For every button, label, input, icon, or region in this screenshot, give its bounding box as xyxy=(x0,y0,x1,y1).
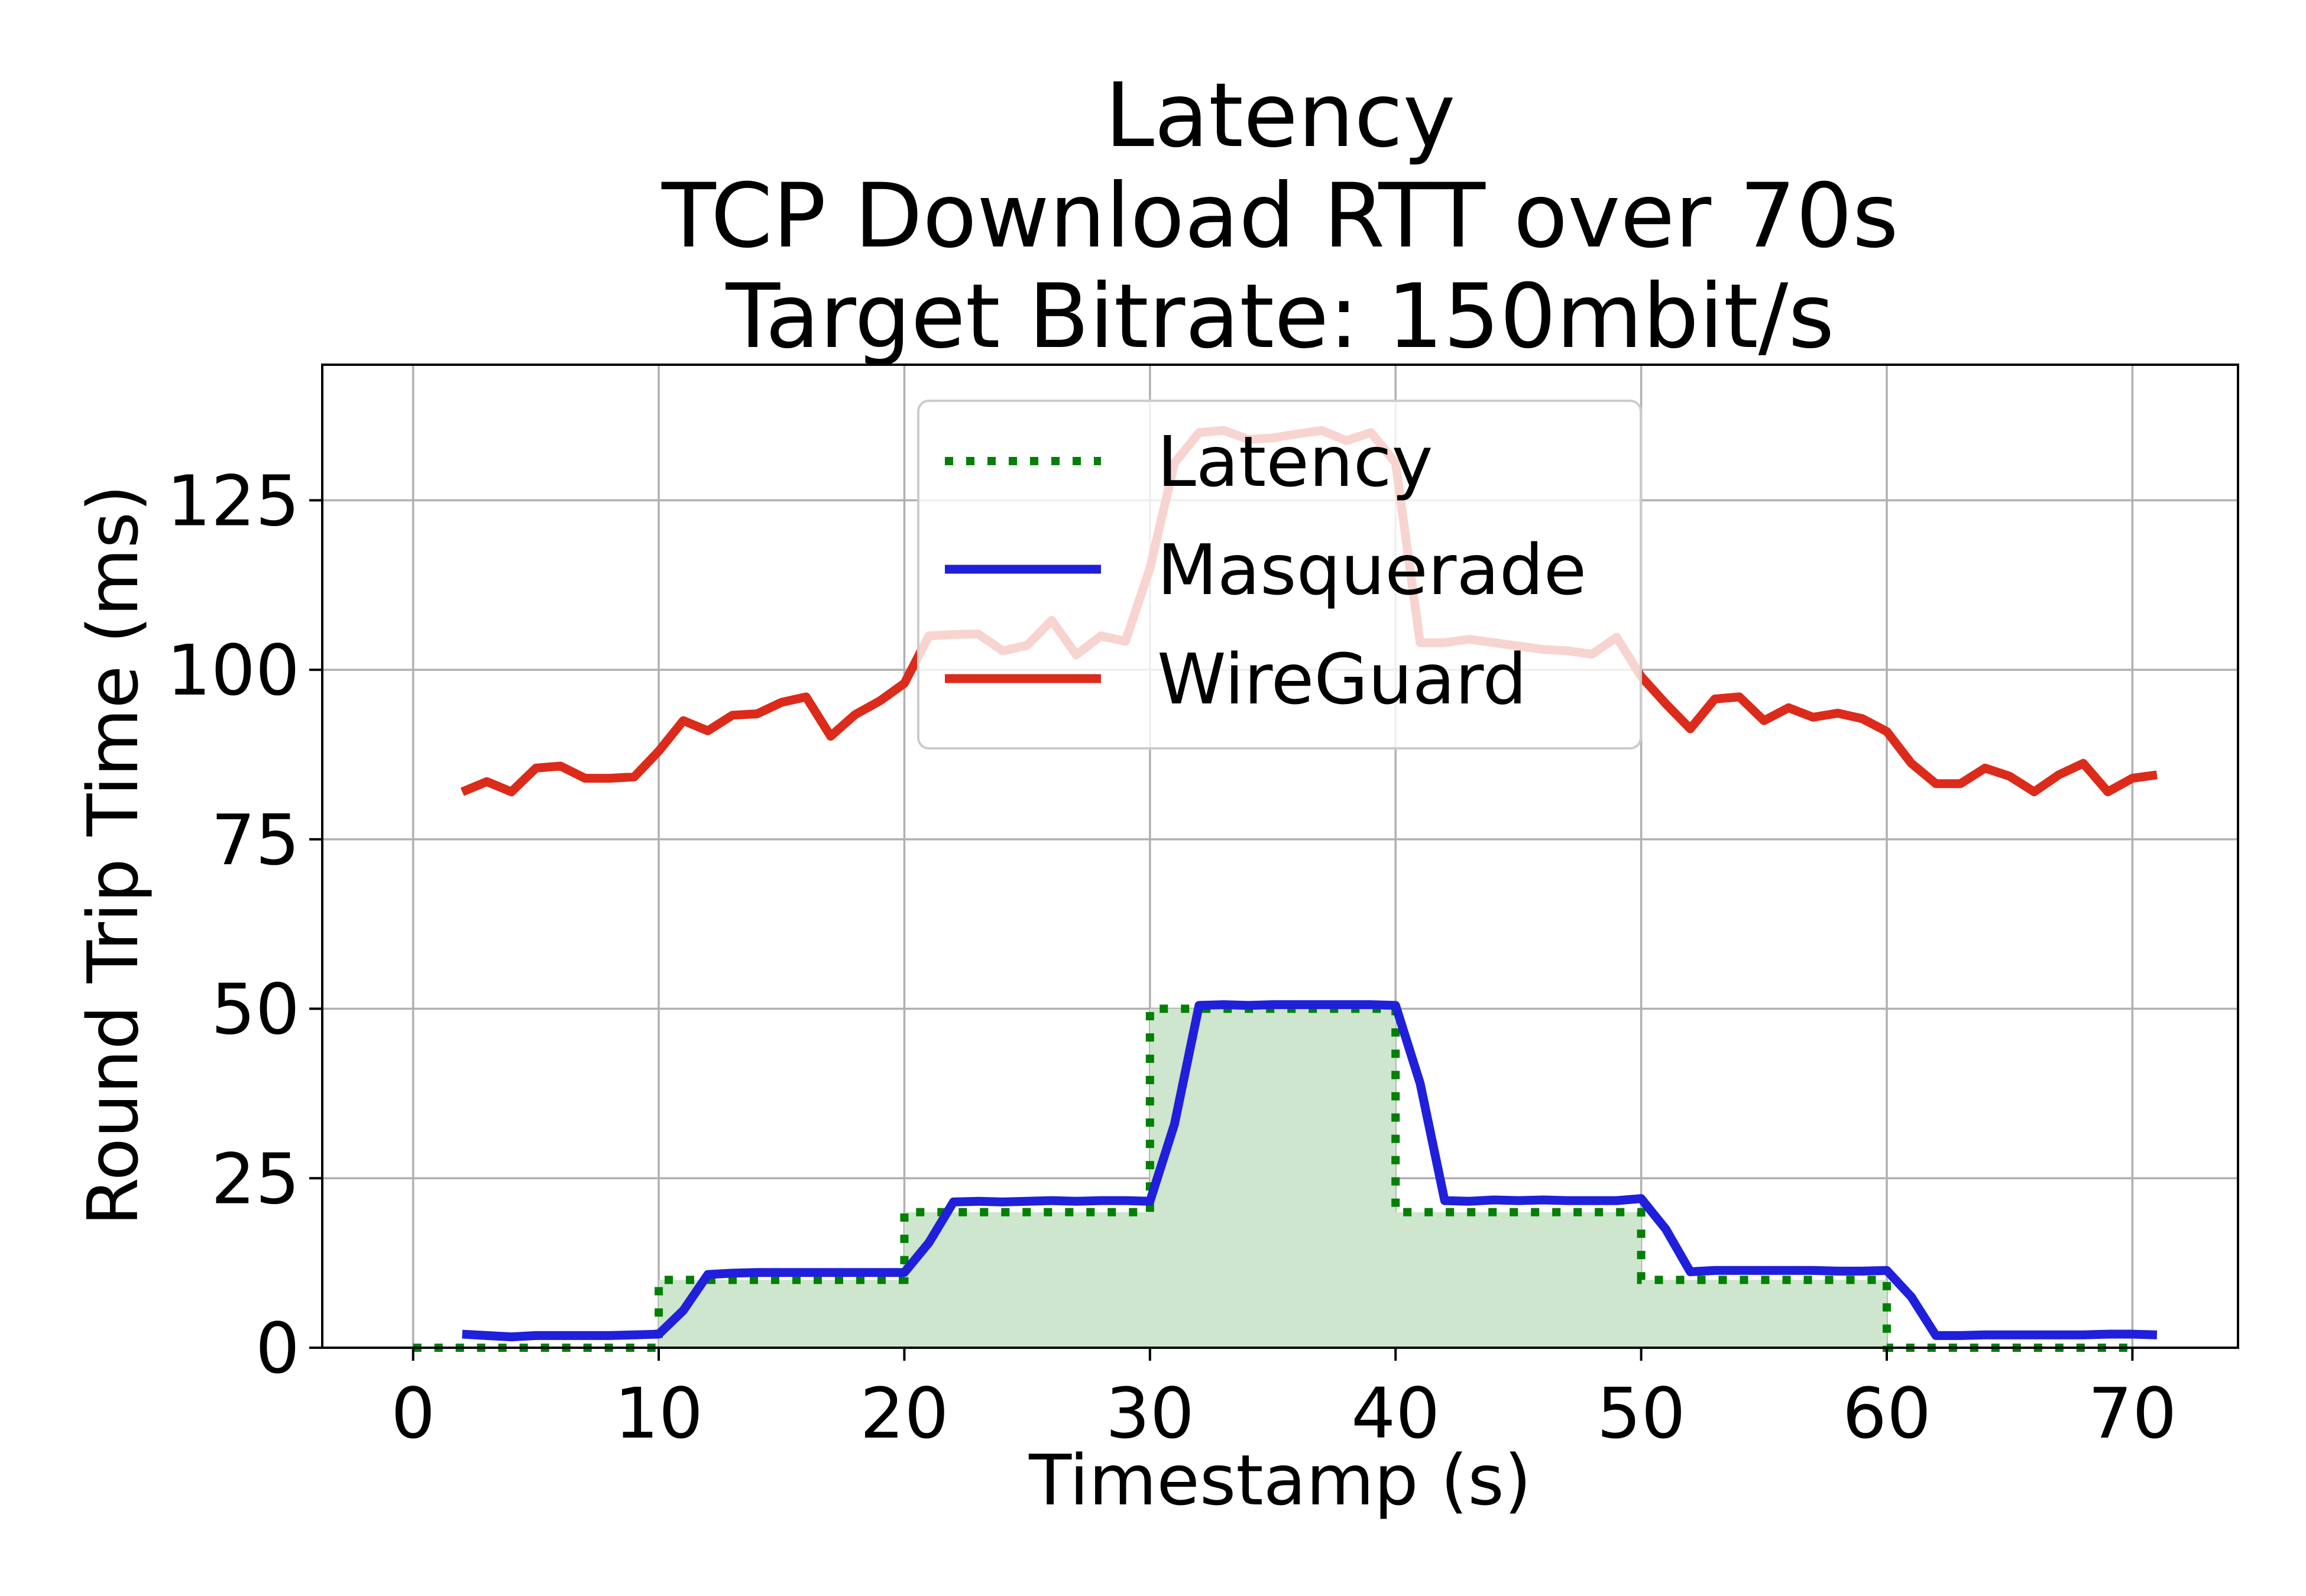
x-tick-label: 60 xyxy=(1842,1373,1931,1454)
x-tick-label: 30 xyxy=(1106,1373,1194,1454)
y-tick-label: 125 xyxy=(167,460,300,541)
chart-title: Latency TCP Download RTT over 70s Target… xyxy=(661,64,1899,368)
chart-title-line-1: Latency xyxy=(1105,64,1456,167)
legend: Latency Masquerade WireGuard xyxy=(917,400,1642,750)
plot-frame xyxy=(321,364,2239,1349)
x-tick-label: 40 xyxy=(1351,1373,1440,1454)
x-tick-label: 10 xyxy=(614,1373,703,1454)
y-tick-label: 25 xyxy=(211,1138,300,1219)
x-tick-label: 0 xyxy=(391,1373,435,1454)
masquerade-line xyxy=(462,1000,2158,1342)
y-tick-label: 75 xyxy=(211,799,300,881)
latency-fill-area xyxy=(413,1008,2133,1348)
chart-title-line-3: Target Bitrate: 150mbit/s xyxy=(726,265,1835,368)
x-tick-label: 20 xyxy=(860,1373,948,1454)
y-tick-label: 0 xyxy=(255,1308,300,1389)
y-tick-label: 100 xyxy=(167,630,300,711)
x-tick-label: 70 xyxy=(2088,1373,2177,1454)
axis-ticks: 0 10 20 30 40 50 60 70 0 25 50 75 100 125 xyxy=(167,460,2177,1454)
y-axis-label: Round Trip Time (ms) xyxy=(72,485,154,1226)
legend-wireguard-label: WireGuard xyxy=(1157,638,1527,720)
legend-frame xyxy=(917,400,1642,750)
chart-title-line-2: TCP Download RTT over 70s xyxy=(661,165,1899,268)
x-tick-label: 50 xyxy=(1597,1373,1686,1454)
y-tick-label: 50 xyxy=(211,969,300,1050)
legend-latency-label: Latency xyxy=(1157,421,1433,502)
latency-fill xyxy=(413,1008,2133,1348)
legend-masquerade-label: Masquerade xyxy=(1157,529,1586,611)
x-axis-label: Timestamp (s) xyxy=(1028,1439,1531,1521)
